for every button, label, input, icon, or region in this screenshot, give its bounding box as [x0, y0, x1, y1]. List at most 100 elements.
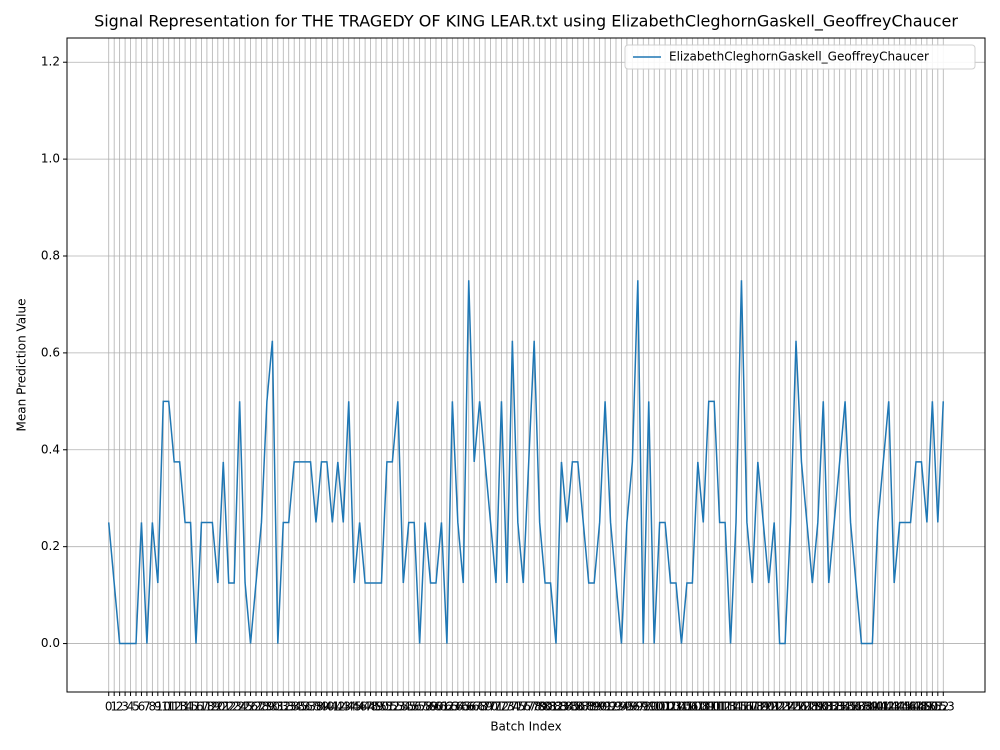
- x-tick-label: 149: [910, 700, 933, 714]
- x-tick-label: 25: [237, 700, 252, 714]
- x-tick-label: 115: [725, 700, 748, 714]
- x-tick-label: 119: [746, 700, 769, 714]
- x-tick-label: 84: [559, 700, 574, 714]
- x-tick-label: 128: [795, 700, 818, 714]
- x-tick-label: 20: [210, 700, 225, 714]
- x-tick-label: 64: [450, 700, 465, 714]
- x-tick-label: 82: [548, 700, 563, 714]
- x-tick-label: 95: [619, 700, 634, 714]
- x-tick-label: 106: [675, 700, 698, 714]
- x-tick-label: 44: [341, 700, 356, 714]
- x-tick-label: 1: [110, 700, 118, 714]
- x-tick-label: 49: [368, 700, 383, 714]
- x-tick-label: 70: [483, 700, 498, 714]
- x-tick-label: 12: [167, 700, 182, 714]
- x-tick-label: 138: [850, 700, 873, 714]
- x-tick-label: 14: [177, 700, 192, 714]
- x-tick-label: 71: [488, 700, 503, 714]
- legend-box: [624, 44, 976, 70]
- x-tick-label: 73: [499, 700, 514, 714]
- x-tick-label: 24: [232, 700, 247, 714]
- x-tick-label: 144: [883, 700, 906, 714]
- x-tick-label: 60: [428, 700, 443, 714]
- x-tick-label: 45: [347, 700, 362, 714]
- x-tick-label: 94: [614, 700, 629, 714]
- x-tick-label: 121: [757, 700, 780, 714]
- x-tick-label: 107: [681, 700, 704, 714]
- y-tick-label: 0.0: [41, 636, 60, 650]
- x-tick-label: 130: [806, 700, 829, 714]
- x-tick-label: 16: [188, 700, 203, 714]
- x-tick-label: 19: [205, 700, 220, 714]
- x-tick-label: 18: [199, 700, 214, 714]
- x-tick-label: 76: [516, 700, 531, 714]
- x-tick-label: 62: [439, 700, 454, 714]
- x-tick-label: 91: [597, 700, 612, 714]
- x-tick-label: 36: [297, 700, 312, 714]
- x-tick-label: 153: [932, 700, 955, 714]
- x-tick-label: 127: [790, 700, 813, 714]
- x-tick-label: 136: [839, 700, 862, 714]
- x-tick-label: 59: [423, 700, 438, 714]
- x-tick-label: 58: [417, 700, 432, 714]
- x-tick-label: 111: [703, 700, 726, 714]
- x-tick-label: 37: [303, 700, 318, 714]
- x-tick-label: 33: [281, 700, 296, 714]
- x-tick-label: 79: [532, 700, 547, 714]
- x-tick-label: 46: [352, 700, 367, 714]
- x-tick-label: 112: [708, 700, 731, 714]
- x-tick-label: 134: [828, 700, 851, 714]
- x-tick-label: 54: [396, 700, 411, 714]
- x-tick-label: 110: [697, 700, 720, 714]
- x-tick-label: 132: [817, 700, 840, 714]
- x-tick-label: 50: [374, 700, 389, 714]
- x-tick-label: 31: [270, 700, 285, 714]
- x-tick-label: 150: [915, 700, 938, 714]
- x-tick-label: 108: [686, 700, 709, 714]
- x-tick-label: 3: [121, 700, 129, 714]
- x-tick-label: 11: [161, 700, 176, 714]
- x-tick-label: 89: [587, 700, 602, 714]
- x-tick-label: 10: [156, 700, 171, 714]
- x-tick-label: 57: [412, 700, 427, 714]
- x-tick-label: 22: [221, 700, 236, 714]
- x-tick-label: 68: [472, 700, 487, 714]
- x-tick-label: 125: [779, 700, 802, 714]
- y-tick-label: 1.2: [41, 55, 60, 69]
- x-tick-label: 61: [434, 700, 449, 714]
- x-tick-label: 92: [603, 700, 618, 714]
- x-tick-label: 83: [554, 700, 569, 714]
- x-tick-label: 123: [768, 700, 791, 714]
- x-tick-label: 74: [505, 700, 520, 714]
- x-tick-label: 43: [336, 700, 351, 714]
- x-tick-label: 148: [905, 700, 928, 714]
- x-tick-label: 114: [719, 700, 742, 714]
- chart-title: Signal Representation for THE TRAGEDY OF…: [94, 12, 958, 32]
- x-tick-label: 118: [741, 700, 764, 714]
- x-tick-label: 38: [308, 700, 323, 714]
- x-tick-label: 80: [537, 700, 552, 714]
- x-tick-label: 96: [625, 700, 640, 714]
- x-axis-label: Batch Index: [490, 720, 561, 734]
- x-tick-label: 81: [543, 700, 558, 714]
- x-tick-label: 142: [872, 700, 895, 714]
- x-tick-label: 97: [630, 700, 645, 714]
- x-tick-label: 137: [845, 700, 868, 714]
- x-tick-label: 113: [714, 700, 737, 714]
- x-tick-label: 133: [823, 700, 846, 714]
- x-tick-label: 9: [154, 700, 162, 714]
- x-tick-label: 34: [287, 700, 302, 714]
- x-tick-label: 103: [659, 700, 682, 714]
- x-tick-label: 116: [730, 700, 753, 714]
- x-tick-label: 28: [254, 700, 269, 714]
- x-tick-label: 99: [641, 700, 656, 714]
- data-line: [107, 280, 945, 645]
- x-tick-label: 135: [834, 700, 857, 714]
- y-tick-label: 0.6: [41, 345, 60, 359]
- x-tick-label: 100: [643, 700, 666, 714]
- x-tick-label: 52: [385, 700, 400, 714]
- x-tick-label: 147: [899, 700, 922, 714]
- x-tick-label: 145: [888, 700, 911, 714]
- x-tick-label: 69: [477, 700, 492, 714]
- x-tick-label: 129: [801, 700, 824, 714]
